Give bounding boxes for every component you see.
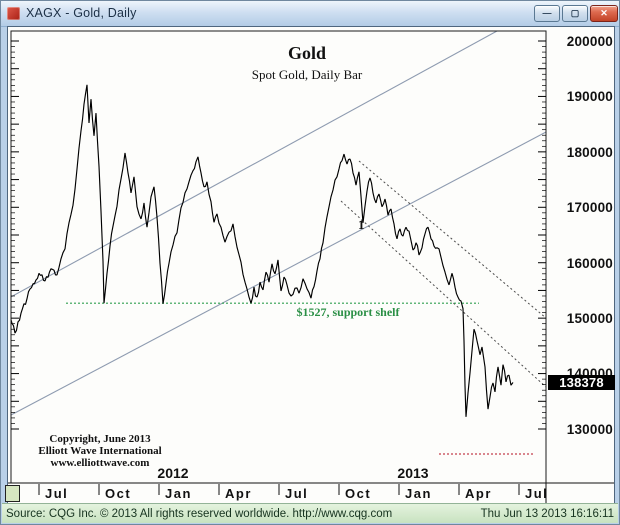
- x-axis-month: Apr: [465, 486, 492, 501]
- close-button[interactable]: ✕: [590, 5, 618, 22]
- x-axis-month: Jan: [405, 486, 432, 501]
- x-axis-month: Oct: [105, 486, 132, 501]
- chart-plot-area[interactable]: [11, 31, 546, 483]
- wave-label-1: 1: [358, 217, 365, 232]
- window-title: XAGX - Gold, Daily: [26, 6, 137, 20]
- copyright-line: Elliott Wave International: [38, 445, 162, 457]
- close-icon: ✕: [600, 8, 608, 18]
- app-icon[interactable]: [7, 7, 20, 20]
- chart-subtitle: Spot Gold, Daily Bar: [251, 67, 363, 82]
- time-axis-scroll-handle[interactable]: [5, 485, 20, 502]
- y-axis-label: 180000: [566, 145, 613, 160]
- y-axis-label: 190000: [566, 89, 613, 104]
- x-axis-year: 2012: [157, 465, 189, 481]
- x-axis-year: 2013: [397, 465, 429, 481]
- chart-title: Gold: [287, 43, 326, 63]
- y-axis-label: 160000: [566, 256, 613, 271]
- titlebar[interactable]: XAGX - Gold, Daily — ▢ ✕: [1, 1, 619, 27]
- x-axis-month: Jul: [525, 486, 549, 501]
- maximize-icon: ▢: [570, 8, 580, 18]
- y-axis-label: 130000: [566, 422, 613, 437]
- maximize-button[interactable]: ▢: [562, 5, 588, 22]
- y-axis-label: 170000: [566, 200, 613, 215]
- x-axis-month: Apr: [225, 486, 252, 501]
- last-price-badge: 138378: [548, 375, 615, 390]
- copyright-line: Copyright, June 2013: [49, 433, 151, 445]
- support-shelf-label: $1527, support shelf: [296, 305, 400, 319]
- statusbar-source: Source: CQG Inc. © 2013 All rights reser…: [6, 507, 393, 520]
- x-axis-month: Jul: [45, 486, 69, 501]
- x-axis-month: Jul: [285, 486, 309, 501]
- x-axis-month: Jan: [165, 486, 192, 501]
- statusbar-timestamp: Thu Jun 13 2013 16:16:11: [480, 507, 614, 520]
- minimize-button[interactable]: —: [534, 5, 560, 22]
- statusbar: Source: CQG Inc. © 2013 All rights reser…: [2, 503, 618, 523]
- minimize-icon: —: [542, 8, 552, 18]
- y-axis-label: 200000: [566, 34, 613, 49]
- x-axis-month: Oct: [345, 486, 372, 501]
- y-axis-label: 150000: [566, 311, 613, 326]
